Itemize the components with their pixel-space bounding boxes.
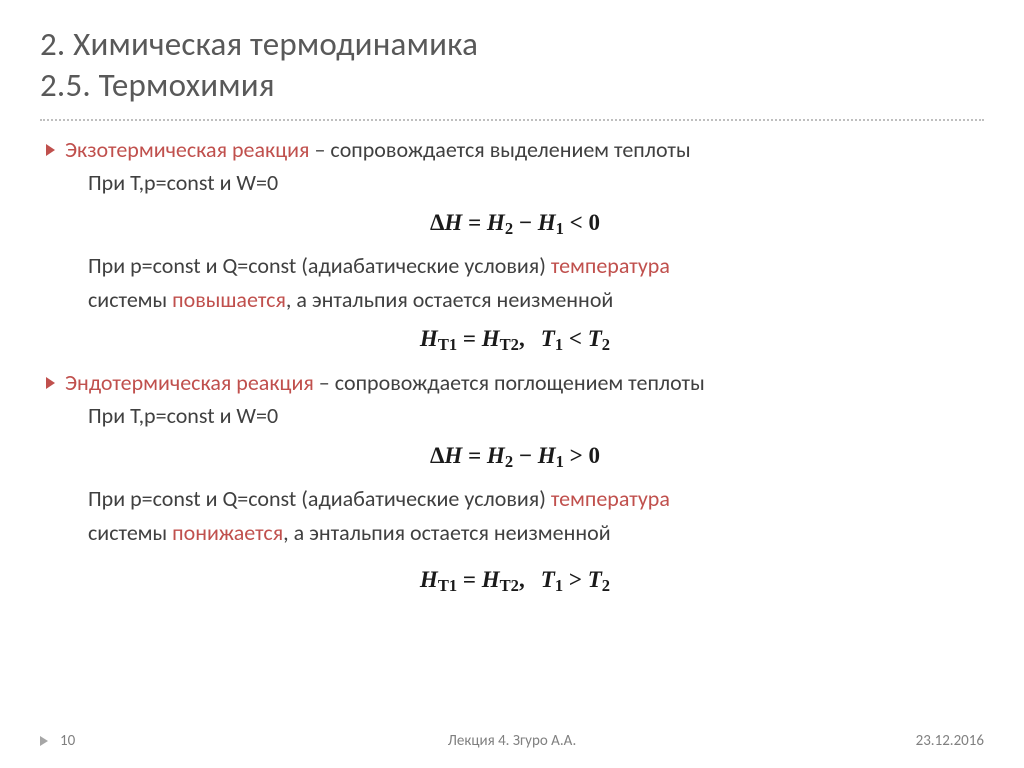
formula-enthalpy-temp: HT1 = HT2,T1 < T2	[46, 326, 984, 355]
term-highlight: Эндотермическая реакция	[65, 369, 314, 396]
condition-line: системы понижается, а энтальпия остается…	[88, 518, 984, 548]
cond-const: const	[248, 485, 296, 512]
cond-text: и W=0	[215, 169, 279, 196]
title-line-1: 2. Химическая термодинамика	[40, 24, 984, 65]
definition-text: – сопровождается выделением теплоты	[309, 136, 690, 163]
title-block: 2. Химическая термодинамика 2.5. Термохи…	[40, 24, 984, 121]
condition-line: При p=const и Q=const (адиабатические ус…	[88, 484, 984, 514]
temperature-word: температура	[551, 252, 670, 279]
triangle-bullet-icon	[46, 144, 55, 156]
cond-const: const	[167, 169, 215, 196]
title-line-2: 2.5. Термохимия	[40, 65, 984, 106]
bullet-text: Экзотермическая реакция – сопровождается…	[65, 135, 691, 165]
cond-const: const	[248, 252, 296, 279]
cond-text: При T,p=	[88, 402, 167, 429]
condition-line: При T,p=const и W=0	[88, 168, 984, 198]
condition-line: При p=const и Q=const (адиабатические ус…	[88, 251, 984, 281]
cond-text: , а энтальпия остается неизменной	[283, 519, 610, 546]
cond-const: const	[153, 485, 201, 512]
cond-text: и W=0	[215, 402, 279, 429]
cond-text: системы	[88, 286, 172, 313]
condition-line: При T,p=const и W=0	[88, 401, 984, 431]
cond-const: const	[167, 402, 215, 429]
cond-text: При p=	[88, 485, 153, 512]
triangle-bullet-icon	[46, 377, 55, 389]
cond-text: При p=	[88, 252, 153, 279]
cond-const: const	[153, 252, 201, 279]
change-word: повышается	[172, 286, 286, 313]
cond-text: и Q=	[201, 485, 249, 512]
content-area: Экзотермическая реакция – сопровождается…	[40, 135, 984, 597]
definition-text: – сопровождается поглощением теплоты	[314, 369, 705, 396]
slide-footer: 10 Лекция 4. Згуро А.А. 23.12.2016	[40, 732, 984, 750]
temperature-word: температура	[551, 485, 670, 512]
cond-text: и Q=	[201, 252, 249, 279]
cond-text: (адиабатические условия)	[296, 252, 551, 279]
cond-text: При T,p=	[88, 169, 167, 196]
condition-line: системы повышается, а энтальпия остается…	[88, 285, 984, 315]
formula-enthalpy-delta: ΔH = H2 − H1 < 0	[46, 210, 984, 239]
cond-text: системы	[88, 519, 172, 546]
formula-enthalpy-delta: ΔH = H2 − H1 > 0	[46, 443, 984, 472]
change-word: понижается	[172, 519, 283, 546]
cond-text: , а энтальпия остается неизменной	[286, 286, 613, 313]
bullet-text: Эндотермическая реакция – сопровождается…	[65, 368, 705, 398]
footer-author: Лекция 4. Згуро А.А.	[40, 732, 984, 750]
bullet-item: Эндотермическая реакция – сопровождается…	[46, 368, 984, 398]
formula-enthalpy-temp: HT1 = HT2,T1 > T2	[46, 567, 984, 596]
term-highlight: Экзотермическая реакция	[65, 136, 309, 163]
cond-text: (адиабатические условия)	[296, 485, 551, 512]
bullet-item: Экзотермическая реакция – сопровождается…	[46, 135, 984, 165]
slide: 2. Химическая термодинамика 2.5. Термохи…	[0, 0, 1024, 768]
